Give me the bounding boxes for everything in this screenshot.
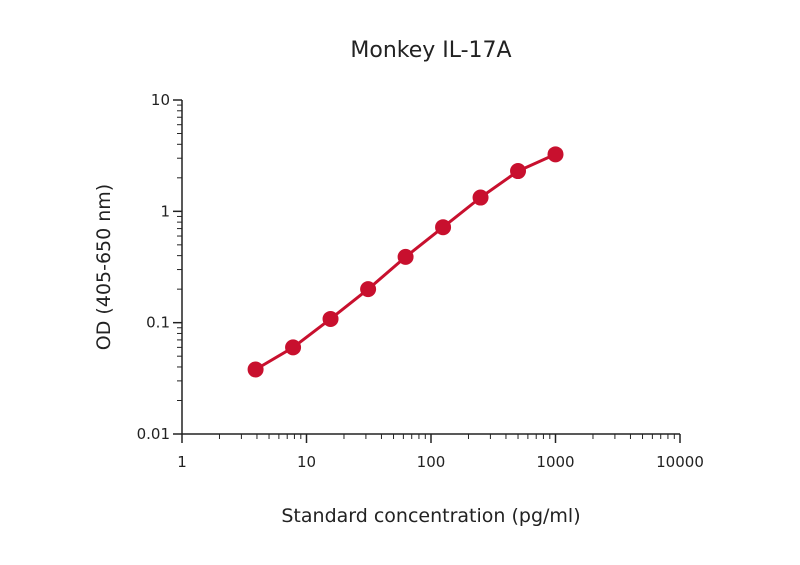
data-point [247, 361, 264, 378]
y-tick-label: 1 [160, 202, 170, 220]
x-axis-label: Standard concentration (pg/ml) [281, 505, 581, 527]
y-tick-label: 10 [151, 91, 170, 109]
y-tick-label: 0.01 [137, 425, 170, 443]
x-tick-label: 1000 [536, 453, 574, 471]
x-tick-label: 10 [297, 453, 316, 471]
data-point [547, 146, 564, 163]
chart-title: Monkey IL-17A [350, 38, 512, 63]
data-point [397, 248, 414, 265]
data-point [322, 310, 339, 327]
data-point [435, 219, 452, 236]
x-tick-label: 100 [417, 453, 446, 471]
data-point [472, 189, 489, 206]
y-tick-label: 0.1 [146, 314, 170, 332]
data-point [510, 163, 527, 180]
x-tick-label: 1 [177, 453, 187, 471]
data-point [285, 339, 302, 356]
y-axis-label: OD (405-650 nm) [93, 183, 115, 351]
data-point [360, 281, 377, 298]
x-tick-label: 10000 [656, 453, 704, 471]
